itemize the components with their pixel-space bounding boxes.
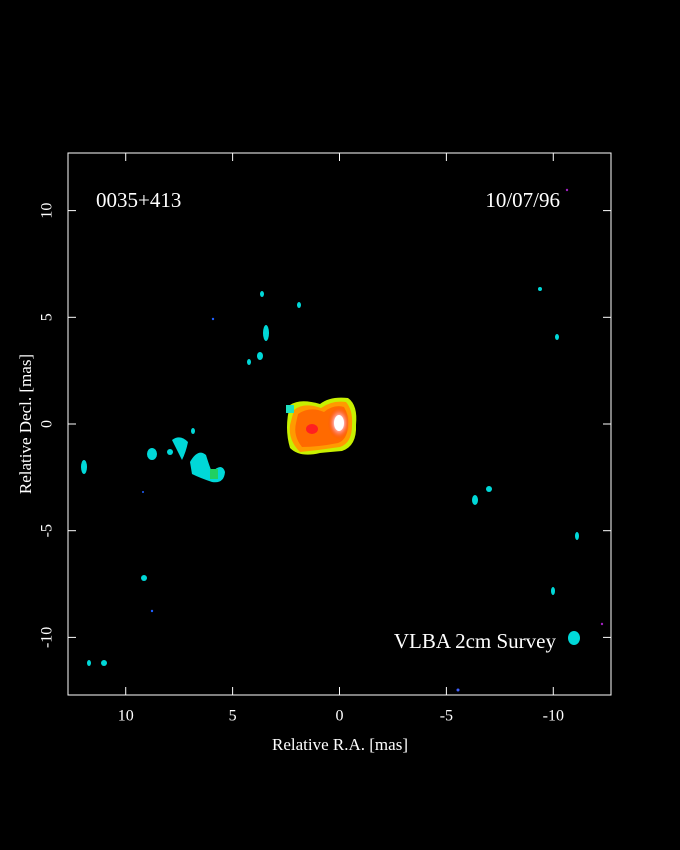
y-tick-label: -5 — [39, 524, 56, 537]
image-emission — [81, 188, 604, 692]
source-name: 0035+413 — [96, 188, 181, 212]
y-tick-label: 0 — [39, 420, 56, 428]
survey-label: VLBA 2cm Survey — [394, 629, 557, 653]
x-tick-label: -5 — [440, 708, 453, 725]
y-tick-label: 5 — [39, 313, 56, 321]
x-tick-label: 0 — [336, 708, 344, 725]
x-axis-label: Relative R.A. [mas] — [272, 735, 408, 754]
y-axis-label: Relative Decl. [mas] — [16, 354, 35, 494]
y-tick-label: -10 — [39, 627, 56, 648]
x-tick-label: 10 — [118, 708, 134, 725]
x-tick-label: -10 — [543, 708, 564, 725]
epoch: 10/07/96 — [485, 188, 560, 212]
x-tick-label: 5 — [229, 708, 237, 725]
y-tick-label: 10 — [39, 203, 56, 219]
